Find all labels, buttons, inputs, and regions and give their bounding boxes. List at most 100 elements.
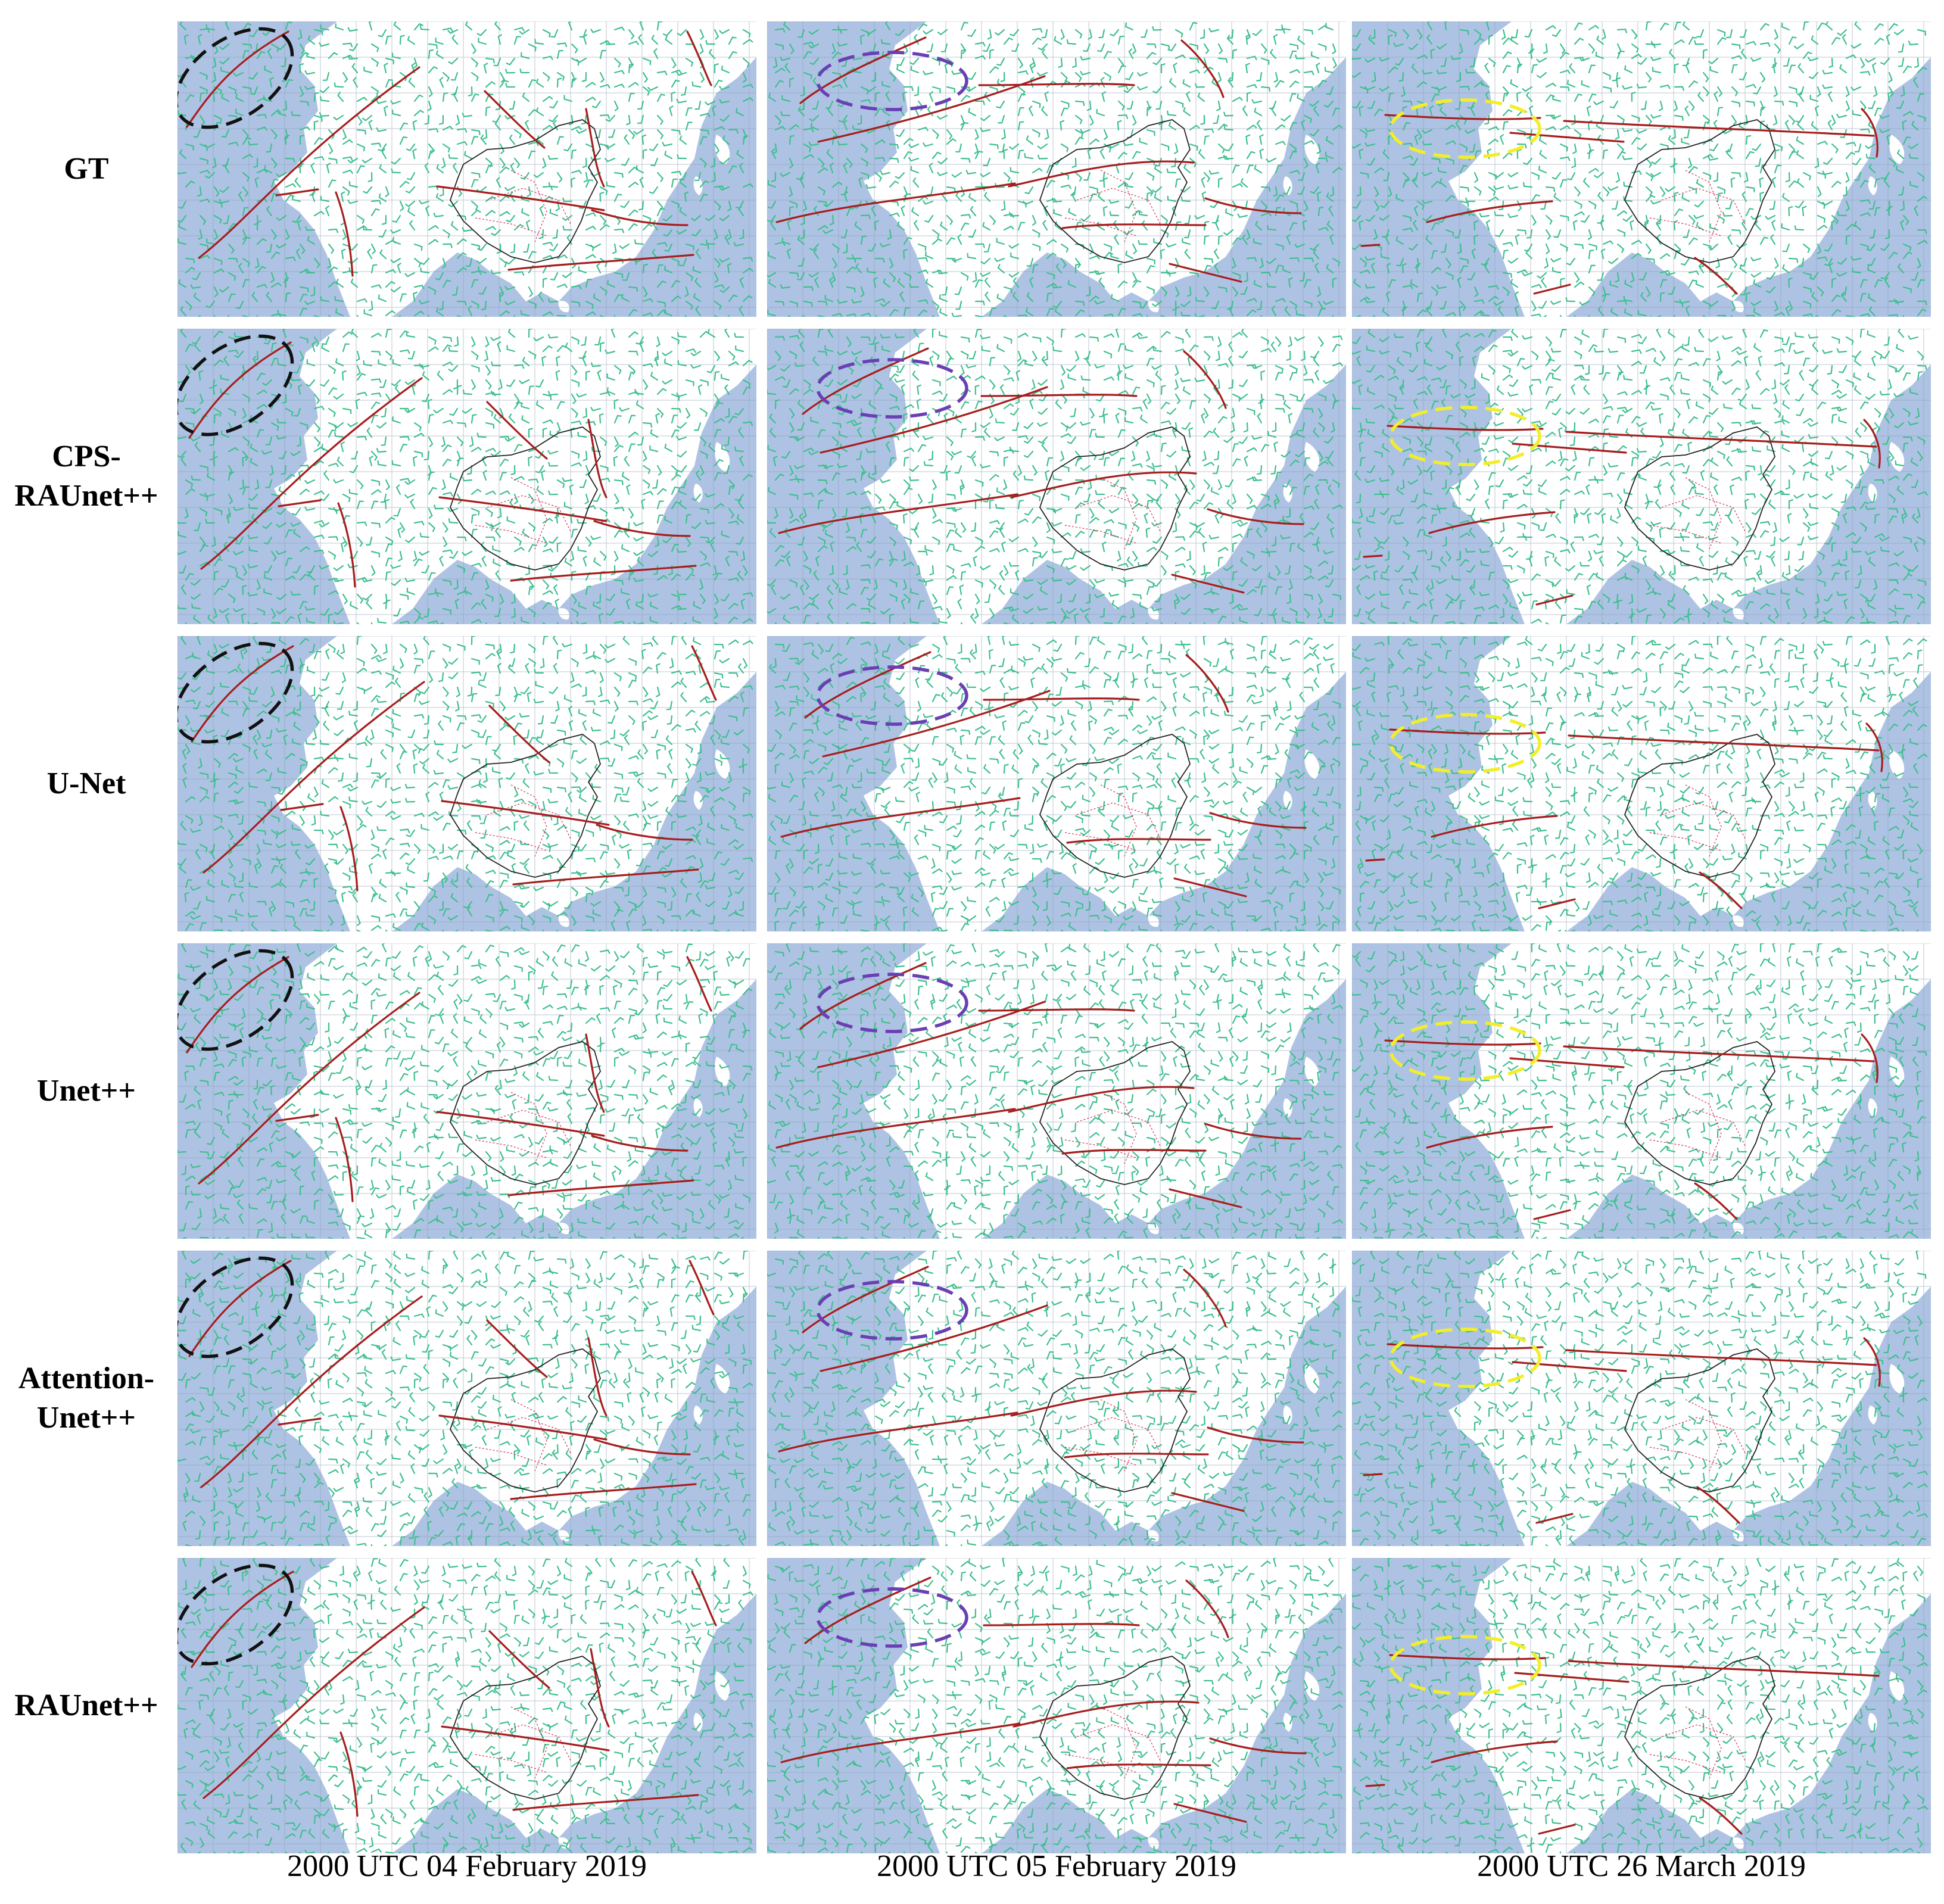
front-lines [780,651,1307,898]
front-line [1180,39,1225,98]
front-line [1696,1486,1740,1524]
front-line [1389,1654,1546,1660]
front-line [1431,1740,1558,1763]
island [715,1364,730,1394]
front-line [1509,132,1625,143]
island [715,135,730,164]
province-boundaries [475,1092,571,1164]
highlight-ellipse [1389,1635,1541,1696]
wind-barbs [177,329,753,624]
province-boundaries [1649,170,1746,242]
highlight-ellipse [1389,1020,1541,1081]
map-panel [767,943,1346,1239]
island [1304,1057,1320,1086]
front-line [1699,871,1743,909]
province-boundaries [1649,477,1746,550]
front-line [1512,442,1627,454]
island [693,1098,703,1117]
province-boundaries [1649,1092,1746,1164]
country-border [1039,1348,1191,1492]
wind-barbs [177,943,753,1239]
land-mass [1448,329,1931,624]
island [1889,442,1905,472]
front-line [980,394,1138,397]
front-line [1384,1039,1541,1046]
front-line [1363,554,1383,558]
country-border [1624,1656,1775,1800]
front-lines [1363,1337,1881,1524]
island [1709,21,1769,54]
wind-barbs [1352,943,1927,1239]
front-line [591,1135,688,1152]
wind-barbs [177,21,753,317]
island [1709,943,1769,976]
lat-lon-grid [767,21,1346,317]
country-border [450,734,601,878]
front-line [820,1304,1048,1372]
front-line [978,1008,1135,1012]
front-line [593,520,691,537]
wind-barb-map-icon [767,636,1346,931]
front-line [593,1438,691,1456]
front-line [1066,1763,1211,1769]
front-line [1565,431,1877,448]
island [535,1251,594,1283]
front-line [804,651,932,719]
front-line [817,75,1046,143]
front-line [1061,223,1207,229]
country-border [1039,426,1191,571]
province-boundaries [1649,1706,1746,1779]
wind-barbs [1352,1558,1928,1853]
lat-lon-grid [177,943,756,1239]
front-lines [775,36,1302,283]
wind-barb-map-icon [1352,1558,1931,1853]
front-line [1538,1824,1576,1835]
front-line [802,1266,929,1333]
wind-barb-map-icon [1352,1251,1931,1546]
island [558,301,569,313]
wind-barbs [1352,1251,1928,1546]
front-line [804,1576,932,1644]
front-line [1514,1672,1630,1683]
front-line [775,1108,1016,1149]
map-panel [177,1558,756,1853]
highlight-ellipse [816,358,968,419]
island [535,943,594,976]
island [1889,749,1905,779]
wind-barb-map-icon [767,21,1346,317]
front-line [1171,1492,1245,1512]
island [558,608,569,620]
front-line [1865,722,1883,772]
front-lines [778,347,1304,594]
wind-barbs [767,1251,1343,1546]
map-panel [177,943,756,1239]
island [1889,135,1905,164]
front-line [1185,1579,1229,1638]
front-line [510,565,697,582]
front-line [1169,263,1242,283]
front-lines [1360,108,1878,295]
row-label: CPS- RAUnet++ [14,440,158,513]
highlight-ellipse [177,1563,294,1666]
province-boundaries [1064,170,1161,242]
front-line [978,83,1135,86]
front-lines [188,341,697,588]
island [693,484,703,503]
front-line [1568,1660,1880,1677]
wind-barbs [1352,21,1928,317]
front-line [507,254,694,271]
front-line [1360,244,1381,247]
front-line [1207,1426,1304,1444]
front-line [983,697,1140,701]
highlight-ellipse [177,641,294,744]
island [1283,791,1292,810]
front-line [200,377,423,570]
island [1148,301,1159,313]
wind-barbs [767,21,1343,317]
front-line [335,191,354,277]
island [1283,1713,1292,1732]
province-boundaries [475,1706,571,1779]
front-line [488,1630,550,1689]
island [1733,301,1744,313]
front-line [200,1295,423,1488]
